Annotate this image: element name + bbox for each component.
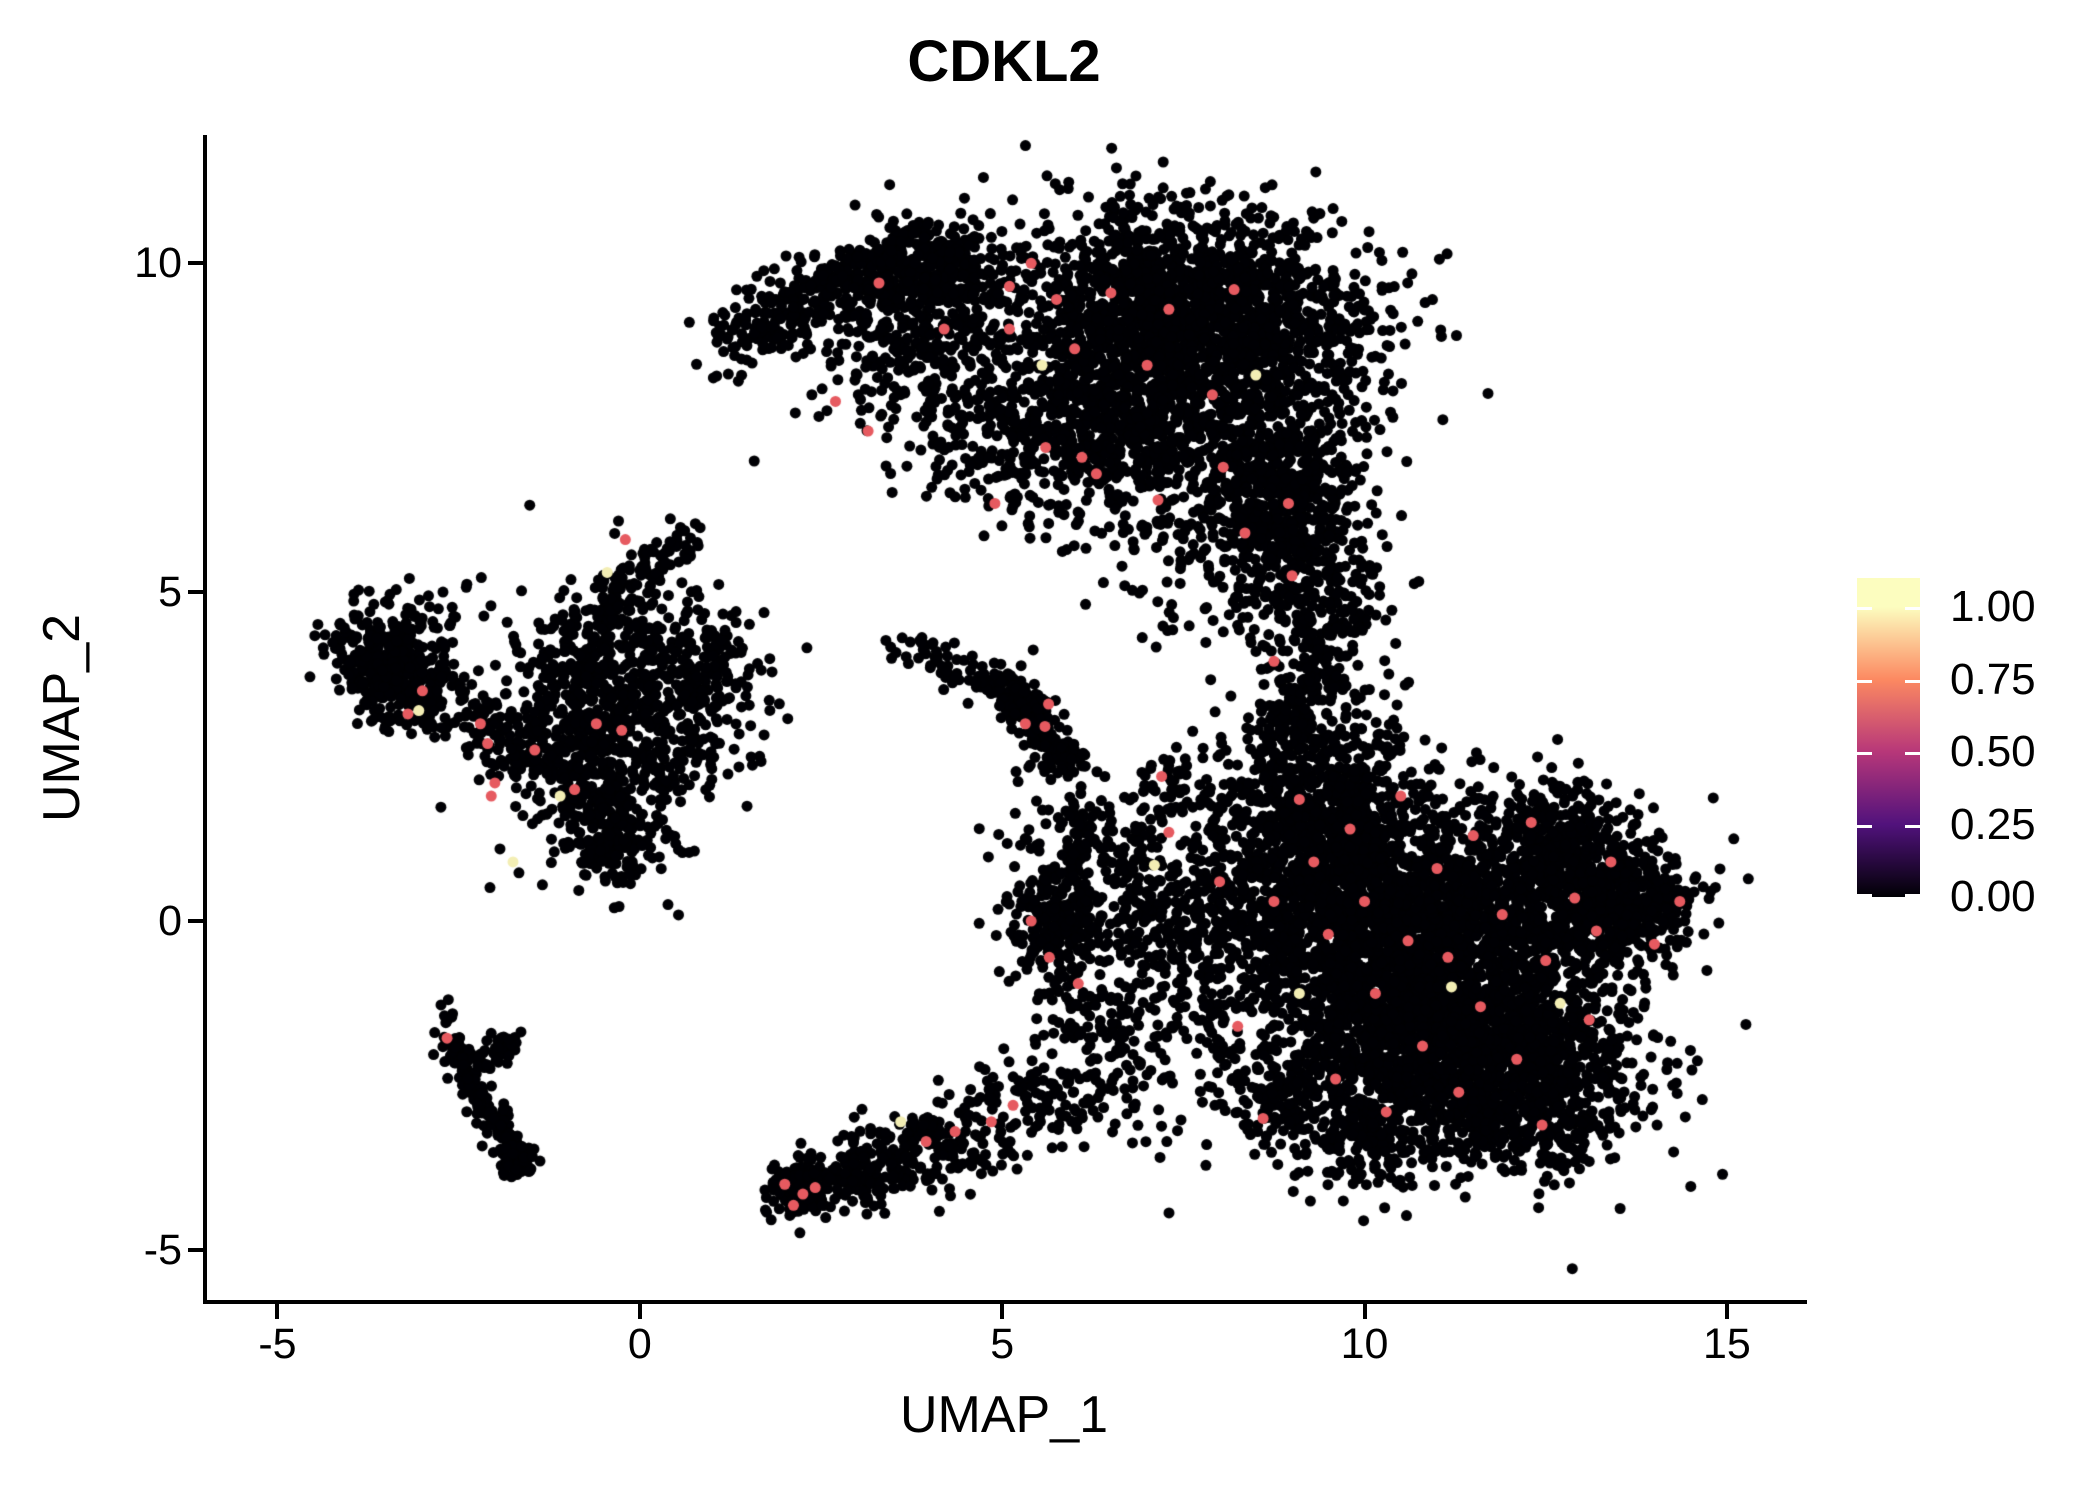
colorbar-tick-mark (1905, 894, 1920, 897)
x-tick-mark (1362, 1304, 1367, 1319)
x-tick-label: 0 (627, 1320, 652, 1368)
y-tick-mark (188, 261, 203, 266)
x-tick-mark (1000, 1304, 1005, 1319)
colorbar-tick-label: 0.00 (1950, 872, 2036, 921)
y-tick-label: 5 (158, 568, 182, 617)
x-tick-label: 15 (1702, 1320, 1751, 1368)
y-tick-label: -5 (143, 1226, 182, 1275)
colorbar-tick-label: 0.25 (1950, 799, 2036, 849)
x-tick-mark (1724, 1304, 1729, 1319)
colorbar-tick-mark (1905, 679, 1920, 683)
colorbar-tick-mark (1905, 752, 1920, 755)
x-tick-label: 10 (1340, 1320, 1389, 1368)
colorbar-tick-mark (1857, 679, 1872, 683)
colorbar-tick-label: 0.75 (1950, 654, 2036, 704)
y-tick-mark (188, 590, 203, 595)
colorbar-gradient (1857, 578, 1920, 897)
colorbar-tick-mark (1905, 824, 1920, 828)
colorbar-tick-mark (1857, 824, 1872, 828)
y-axis-title: UMAP_2 (33, 613, 91, 823)
colorbar-tick-mark (1905, 607, 1920, 610)
x-tick-label: 5 (990, 1320, 1015, 1368)
y-tick-mark (188, 1248, 203, 1253)
colorbar-tick-label: 0.50 (1950, 727, 2036, 776)
x-axis-line (203, 1300, 1807, 1304)
y-tick-label: 10 (134, 239, 182, 288)
y-tick-mark (188, 919, 203, 924)
x-tick-label: -5 (258, 1320, 297, 1368)
y-axis-line (203, 135, 207, 1304)
x-tick-mark (275, 1304, 280, 1319)
x-axis-title: UMAP_1 (899, 1386, 1109, 1444)
x-tick-mark (637, 1304, 642, 1319)
y-tick-label: 0 (158, 897, 182, 946)
colorbar-tick-mark (1857, 894, 1872, 897)
colorbar-tick-mark (1857, 752, 1872, 755)
plot-title: CDKL2 (907, 29, 1101, 94)
colorbar-tick-mark (1857, 607, 1872, 610)
colorbar-tick-label: 1.00 (1950, 582, 2036, 631)
